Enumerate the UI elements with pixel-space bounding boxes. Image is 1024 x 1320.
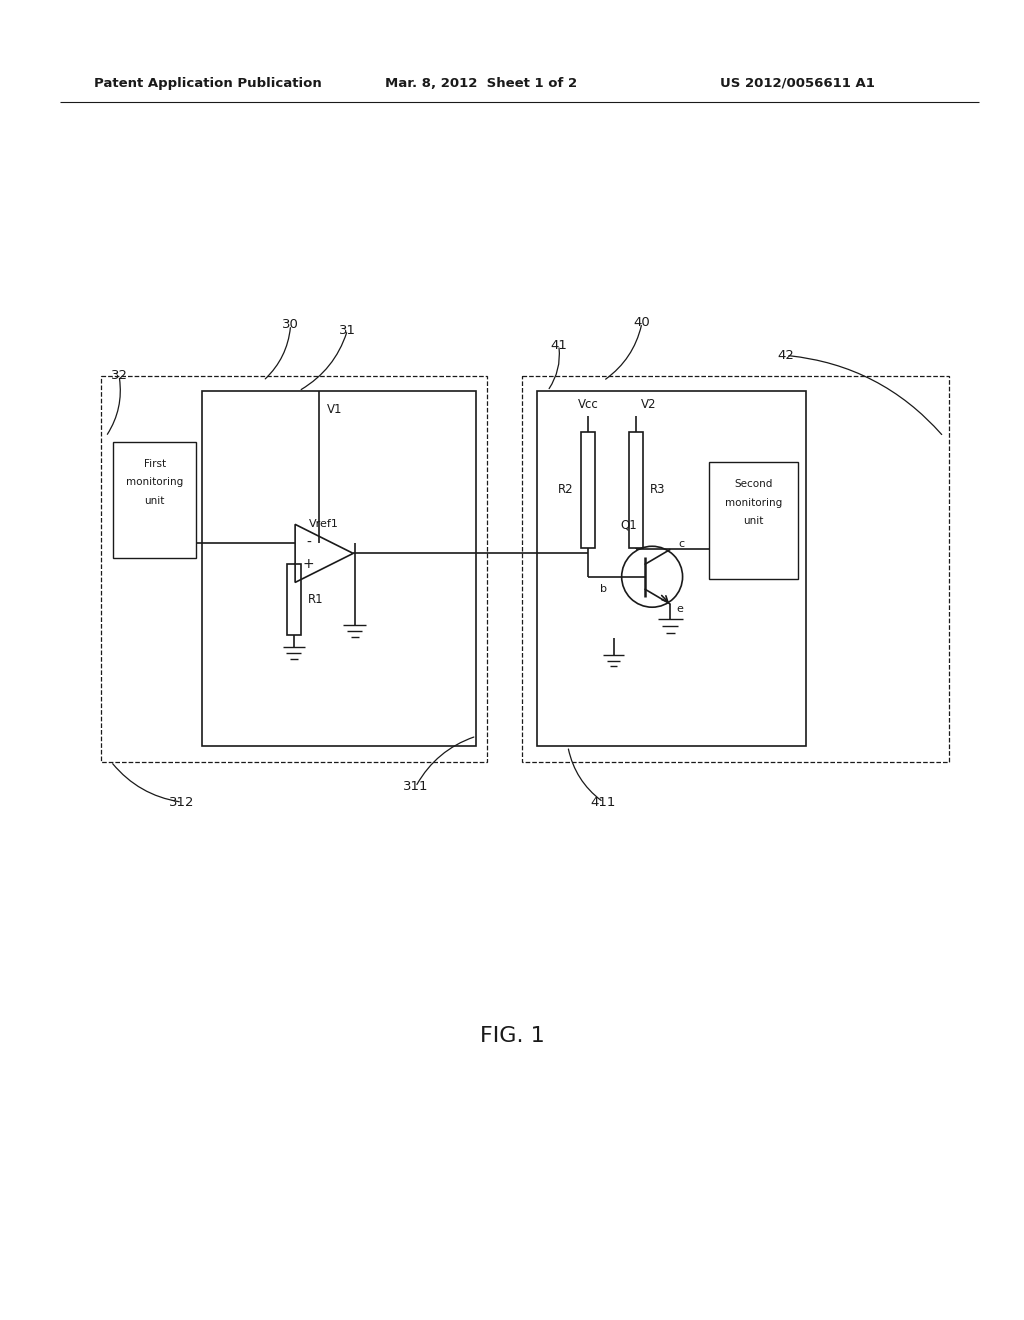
- Bar: [100, 376, 486, 762]
- Text: 32: 32: [111, 370, 128, 383]
- Text: -: -: [306, 536, 310, 550]
- Text: Second: Second: [734, 479, 773, 490]
- Text: b: b: [600, 583, 607, 594]
- Text: 40: 40: [634, 317, 650, 330]
- Text: e: e: [677, 605, 683, 614]
- Text: First: First: [143, 459, 166, 469]
- Bar: [581, 432, 595, 548]
- Text: Q1: Q1: [621, 519, 637, 532]
- Bar: [538, 391, 807, 746]
- Text: monitoring: monitoring: [725, 498, 782, 508]
- Text: Vref1: Vref1: [309, 519, 339, 529]
- Text: 41: 41: [550, 339, 567, 351]
- Bar: [709, 462, 799, 578]
- Text: +: +: [302, 557, 314, 572]
- Bar: [287, 564, 301, 635]
- Text: Vcc: Vcc: [578, 397, 599, 411]
- Text: FIG. 1: FIG. 1: [479, 1026, 545, 1045]
- Text: 311: 311: [402, 780, 428, 793]
- Bar: [522, 376, 948, 762]
- Text: 312: 312: [169, 796, 195, 809]
- Text: R2: R2: [558, 483, 573, 496]
- Text: V1: V1: [328, 403, 343, 416]
- Text: c: c: [679, 540, 685, 549]
- Text: R3: R3: [650, 483, 666, 496]
- Text: V2: V2: [641, 397, 656, 411]
- Text: Mar. 8, 2012  Sheet 1 of 2: Mar. 8, 2012 Sheet 1 of 2: [385, 77, 578, 90]
- Bar: [113, 442, 197, 558]
- Text: R1: R1: [308, 593, 324, 606]
- Text: 31: 31: [339, 323, 356, 337]
- Bar: [203, 391, 476, 746]
- Text: 411: 411: [591, 796, 616, 809]
- Bar: [629, 432, 643, 548]
- Text: unit: unit: [743, 516, 764, 525]
- Text: monitoring: monitoring: [126, 478, 183, 487]
- Text: Patent Application Publication: Patent Application Publication: [93, 77, 322, 90]
- Text: 30: 30: [283, 318, 299, 331]
- Text: unit: unit: [144, 495, 165, 506]
- Text: US 2012/0056611 A1: US 2012/0056611 A1: [720, 77, 876, 90]
- Text: 42: 42: [777, 348, 795, 362]
